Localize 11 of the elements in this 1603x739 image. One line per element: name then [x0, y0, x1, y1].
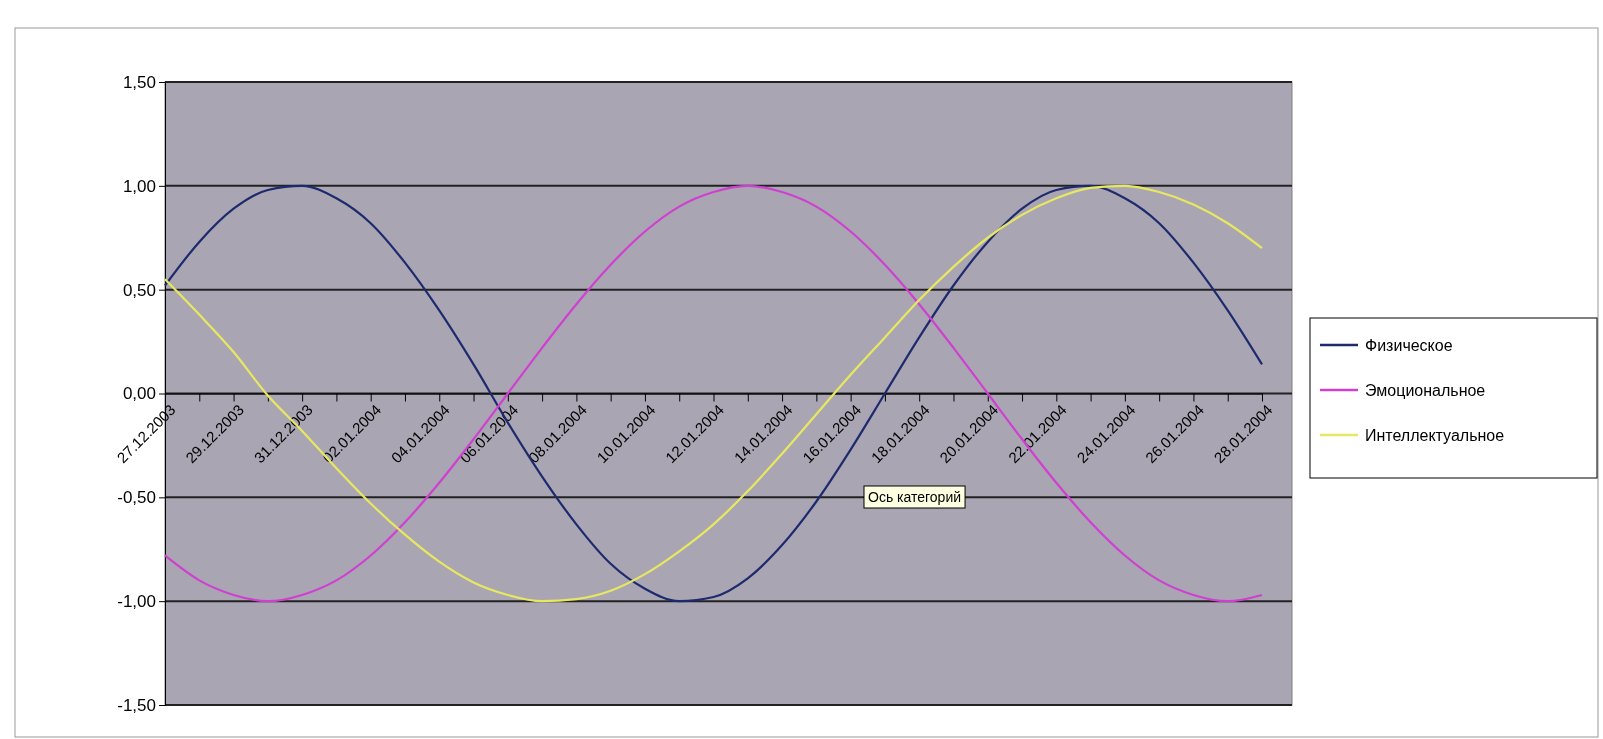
- y-tick-label: 1,50: [122, 72, 156, 92]
- y-tick-label: -1,50: [117, 695, 156, 715]
- annotation: Ось категорий: [868, 489, 962, 505]
- y-tick-label: 0,50: [122, 280, 156, 300]
- y-tick-label: -0,50: [117, 488, 156, 508]
- y-tick-label: -1,00: [117, 592, 156, 612]
- y-tick-label: 1,00: [122, 176, 156, 196]
- legend-label: Интеллектуальное: [1365, 427, 1505, 444]
- legend-label: Физическое: [1365, 337, 1453, 354]
- legend-label: Эмоциональное: [1365, 382, 1486, 399]
- y-tick-label: 0,00: [122, 384, 156, 404]
